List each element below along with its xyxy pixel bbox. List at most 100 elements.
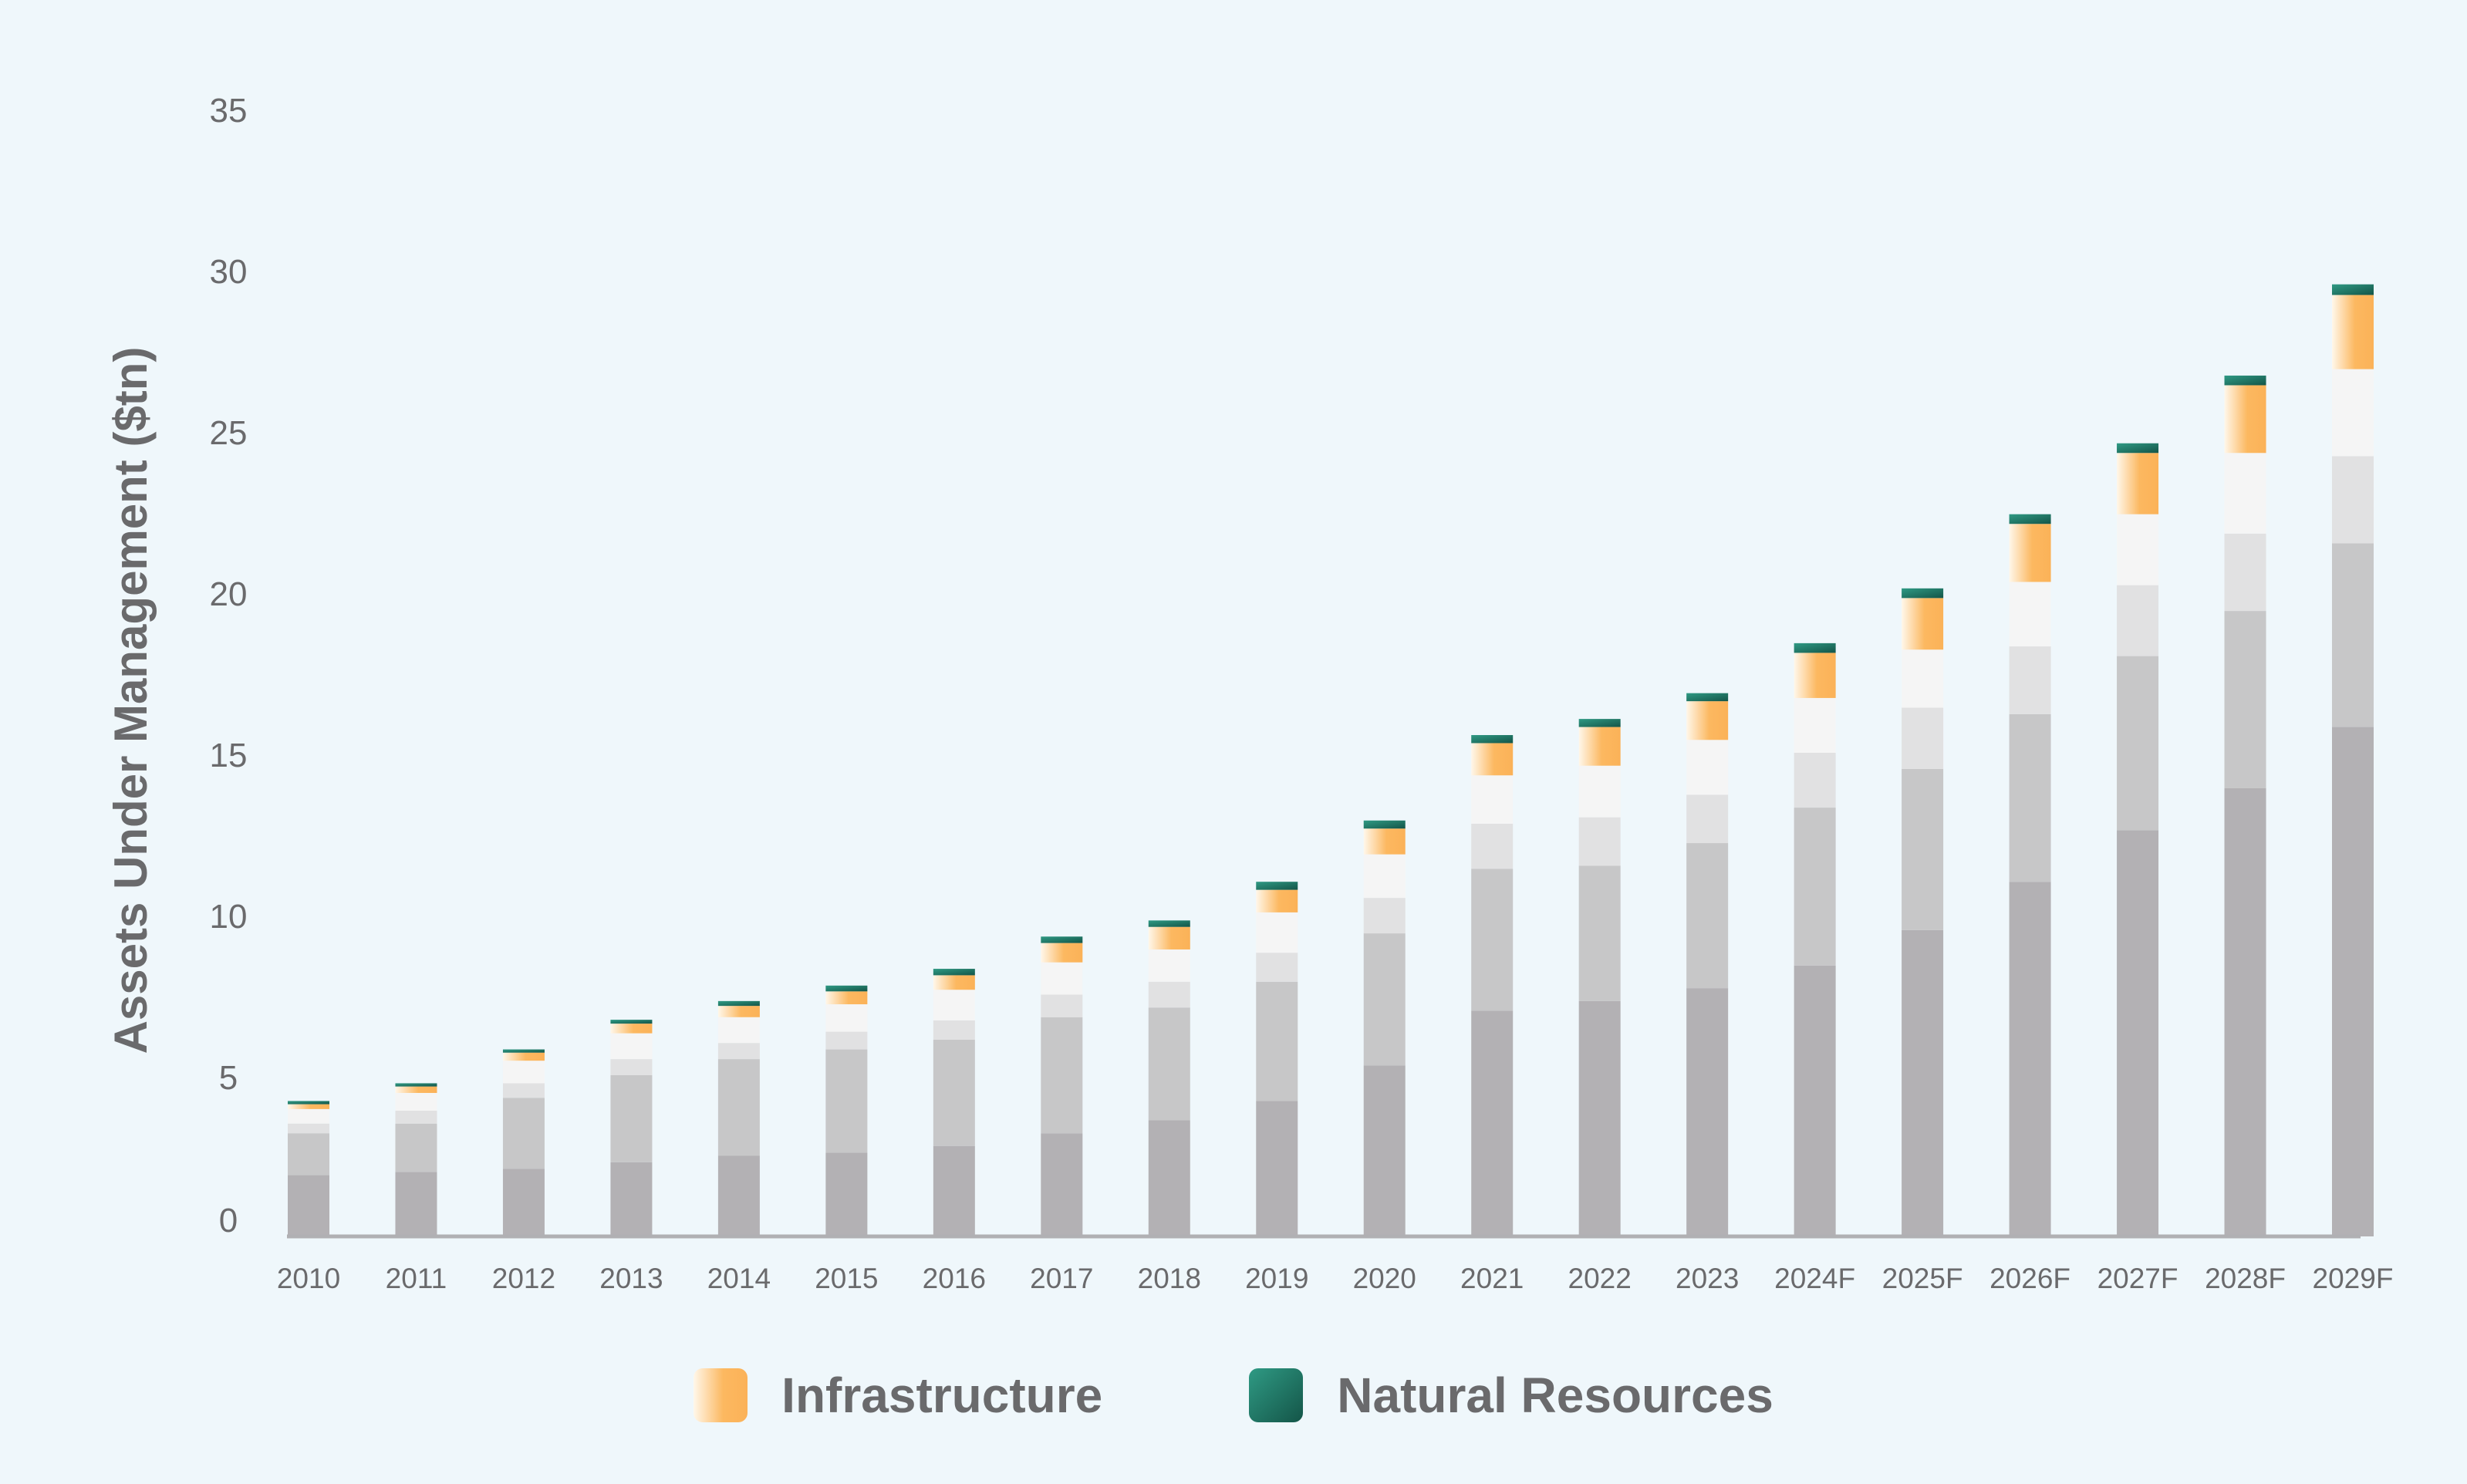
bar-segment-base [1902,929,1944,1236]
bar-segment-base [502,1169,545,1236]
bar-segment-infrastructure [1148,926,1190,949]
bar-segment-infrastructure [1902,598,1944,650]
bar-segment-4 [1686,740,1729,795]
bar-segment-natural-resources [395,1083,437,1087]
bar-segment-3 [2332,456,2374,544]
y-tick-label: 25 [210,414,248,452]
bar-segment-natural-resources [2332,284,2374,295]
bar-segment-infrastructure [1578,727,1621,766]
bar-segment-base [2332,727,2374,1236]
bar-segment-infrastructure [1256,889,1298,912]
bar-segment-2 [288,1133,329,1175]
bar-segment-4 [1041,962,1083,995]
bar-segment-natural-resources [610,1020,653,1024]
bar-segment-infrastructure [395,1086,437,1093]
bar-segment-3 [395,1110,437,1124]
bar-segment-infrastructure [288,1104,329,1109]
bar-segment-4 [1363,854,1406,899]
bar-segment-natural-resources [288,1101,329,1105]
bar-segment-2 [2332,543,2374,727]
x-tick-label: 2019 [1245,1263,1308,1294]
bar-segment-3 [2009,646,2051,714]
y-tick-label: 20 [210,575,248,613]
y-tick-label: 5 [219,1059,238,1097]
legend: Infrastructure Natural Resources [0,1367,2467,1424]
y-tick-label: 15 [210,737,248,774]
bar-segment-infrastructure [2117,453,2159,514]
bar-segment-infrastructure [1794,653,1836,698]
bar-segment-3 [1686,794,1729,844]
bar-segment-infrastructure [2224,385,2266,454]
bar-segment-base [933,1145,975,1236]
bar-segment-2 [1256,981,1298,1101]
bar-segment-base [1471,1010,1514,1236]
bar-segment-4 [717,1017,760,1044]
bar-segment-infrastructure [2009,524,2051,582]
bar-segment-base [717,1155,760,1236]
bar-segment-base [2009,882,2051,1236]
bar-segment-infrastructure [825,991,868,1005]
bar-segment-base [1794,965,1836,1236]
bar-segment-2 [2009,713,2051,882]
x-tick-label: 2029F [2313,1263,2394,1294]
x-tick-label: 2021 [1460,1263,1524,1294]
bar-segment-base [610,1162,653,1236]
bar-segment-natural-resources [1902,588,1944,599]
x-tick-label: 2017 [1030,1263,1093,1294]
bar-segment-2 [1471,868,1514,1011]
bar-segment-base [2117,830,2159,1236]
bar-segment-infrastructure [717,1006,760,1017]
bar-segment-2 [1794,808,1836,966]
x-tick-label: 2010 [277,1263,340,1294]
bar-segment-4 [2224,453,2266,534]
bar-segment-3 [1041,994,1083,1017]
bar-segment-2 [1902,768,1944,930]
bar-segment-2 [1148,1007,1190,1121]
bar-segment-2 [2117,656,2159,831]
x-tick-label: 2014 [707,1263,771,1294]
bar-segment-3 [1902,707,1944,769]
bar-segment-natural-resources [825,985,868,992]
bar-segment-3 [933,1020,975,1040]
bar-segment-3 [502,1083,545,1098]
bar-segment-infrastructure [1686,701,1729,740]
bar-segment-2 [395,1123,437,1172]
bar-segment-4 [1578,765,1621,818]
bar-segment-infrastructure [2332,295,2374,369]
legend-swatch-natural-resources [1249,1368,1304,1422]
bar-segment-3 [717,1043,760,1060]
x-tick-label: 2026F [1989,1263,2070,1294]
y-tick-label: 35 [210,92,248,130]
bar-segment-base [1363,1065,1406,1236]
legend-item-infrastructure: Infrastructure [694,1367,1102,1424]
bar-segment-base [1041,1133,1083,1236]
bar-segment-base [1686,988,1729,1236]
bar-segment-natural-resources [1578,719,1621,727]
bar-segment-natural-resources [1256,882,1298,890]
bar-segment-3 [1148,981,1190,1008]
bar-segment-infrastructure [502,1052,545,1061]
x-tick-label: 2027F [2097,1263,2178,1294]
bar-segment-4 [610,1033,653,1060]
bar-segment-natural-resources [2117,443,2159,454]
bar-segment-4 [1148,949,1190,982]
bar-segment-3 [1794,753,1836,808]
bar-segment-base [395,1172,437,1236]
bar-segment-4 [825,1004,868,1032]
x-tick-label: 2020 [1353,1263,1416,1294]
x-tick-label: 2012 [492,1263,555,1294]
x-tick-label: 2023 [1676,1263,1739,1294]
x-tick-label: 2018 [1138,1263,1201,1294]
bar-segment-natural-resources [502,1049,545,1053]
bar-segment-3 [1471,823,1514,869]
bar-segment-2 [610,1075,653,1162]
x-tick-label: 2025F [1882,1263,1963,1294]
bar-segment-2 [825,1049,868,1153]
bar-segment-4 [502,1061,545,1084]
legend-label-natural-resources: Natural Resources [1337,1368,1773,1423]
y-tick-label: 10 [210,898,248,936]
bar-segment-2 [933,1040,975,1146]
x-tick-label: 2028F [2205,1263,2286,1294]
bar-segment-4 [288,1108,329,1124]
